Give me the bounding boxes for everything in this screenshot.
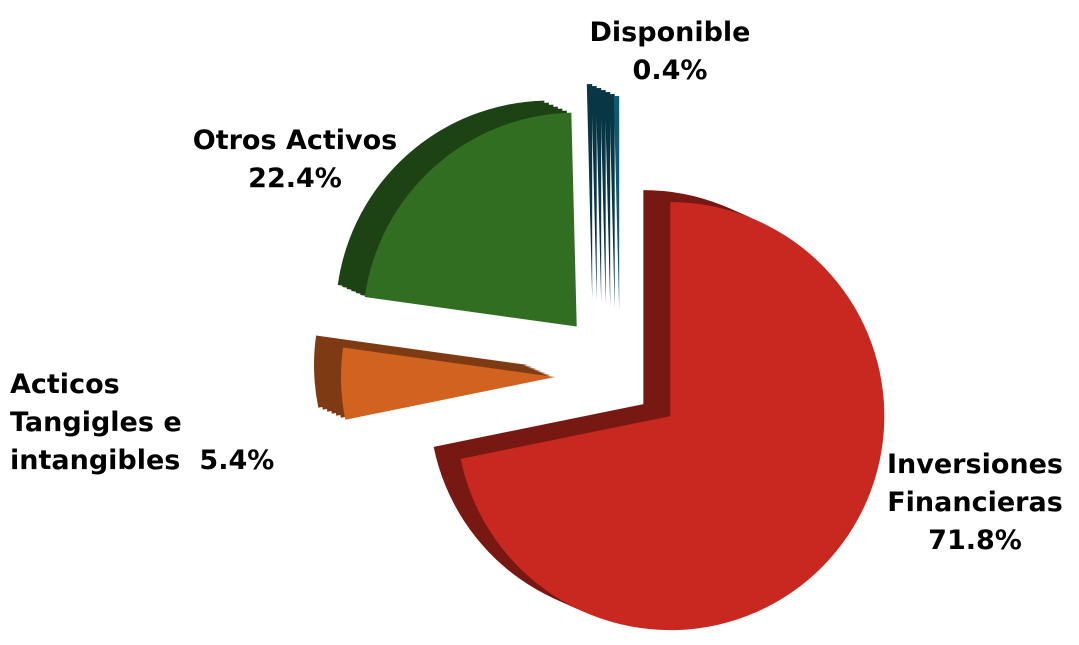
slice-depth xyxy=(604,92,611,307)
slice-depth xyxy=(595,88,602,303)
category-label: Otros Activos xyxy=(192,125,398,156)
pie-slice xyxy=(341,347,556,420)
category-label: Acticos Tangigles e intangibles xyxy=(10,369,182,476)
slice-label: Inversiones Financieras 71.8% xyxy=(860,446,1079,560)
value-label: 22.4% xyxy=(248,163,342,194)
slice-label: Otros Activos 22.4% xyxy=(180,122,410,198)
slice-depth xyxy=(591,86,597,301)
value-label: 71.8% xyxy=(928,525,1022,556)
slice-label: Disponible 0.4% xyxy=(560,14,780,90)
pie-slice xyxy=(460,202,885,631)
slice-label: Acticos Tangigles e intangibles 5.4% xyxy=(10,366,310,480)
pie-slice xyxy=(613,96,620,311)
slice-depth xyxy=(600,90,606,305)
slice-depth xyxy=(609,94,615,309)
value-label: 5.4% xyxy=(199,445,275,476)
category-label: Inversiones Financieras xyxy=(887,449,1063,518)
pie-slice xyxy=(364,112,577,327)
slice-depth xyxy=(586,84,593,299)
value-label: 0.4% xyxy=(632,55,708,86)
category-label: Disponible xyxy=(589,17,751,48)
